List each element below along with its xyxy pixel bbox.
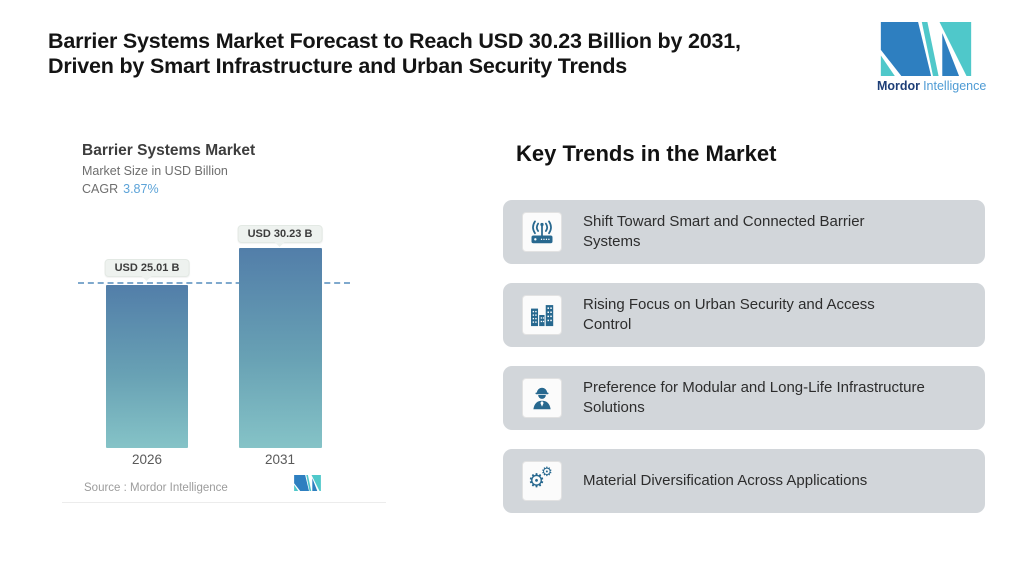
trend-card-text: Preference for Modular and Long-Life Inf… [583,378,925,419]
page-title-line-1: Barrier Systems Market Forecast to Reach… [48,29,741,53]
brand-wordmark: Mordor Intelligence [877,79,986,93]
trend-text-line-2: Systems [583,233,641,250]
cagr-value: 3.87% [123,182,159,196]
chart-cagr: CAGR 3.87% [82,182,159,196]
trend-text-line-1: Shift Toward Smart and Connected Barrier [583,212,865,230]
trend-text-line-1: Preference for Modular and Long-Life Inf… [583,378,925,396]
trend-icon-box [522,378,562,418]
trend-card-modular-infrastructure: Preference for Modular and Long-Life Inf… [503,366,985,430]
trend-card-smart-connected: Shift Toward Smart and Connected Barrier… [503,200,985,264]
page-title: Barrier Systems Market Forecast to Reach… [48,29,741,79]
bar-2026 [106,285,188,448]
brand-name-secondary: Intelligence [923,79,987,93]
gear-large-glyph: ⚙ [528,470,546,492]
trend-text-line-1: Material Diversification Across Applicat… [583,471,868,489]
construction-worker-icon [533,387,551,410]
bar-value-label-2031: USD 30.23 B [237,225,323,243]
x-axis-label-2026: 2026 [131,452,163,467]
chart-title: Barrier Systems Market [82,142,256,159]
trend-icon-box [522,212,562,252]
trend-text-line-2: Control [583,316,632,333]
trend-icon-box: ⚙ ⚙ [522,461,562,501]
source-logo-mark-icon [294,475,321,491]
trend-card-material-diversification: ⚙ ⚙ Material Diversification Across Appl… [503,449,985,513]
brand-name-primary: Mordor [877,79,921,93]
key-trends-heading: Key Trends in the Market [516,141,777,166]
router-signal-icon [531,220,553,244]
bar-value-label-2026: USD 25.01 B [104,259,190,277]
cagr-label: CAGR [82,182,119,196]
baseline-dashed-line [78,282,350,284]
key-trends-list: Shift Toward Smart and Connected Barrier… [503,200,985,513]
bar-2031 [239,248,322,448]
trend-card-text: Rising Focus on Urban Security and Acces… [583,295,875,336]
source-attribution: Source : Mordor Intelligence [84,482,228,494]
trend-text-line-1: Rising Focus on Urban Security and Acces… [583,295,875,313]
buildings-icon [531,305,554,327]
mordor-logo-mark-icon [880,22,972,76]
mordor-intelligence-logo: Mordor Intelligence [877,22,986,93]
trend-icon-box [522,295,562,335]
trend-text-line-2: Solutions [583,399,645,416]
market-size-bar-chart: Barrier Systems Market Market Size in US… [62,138,386,508]
trend-card-text: Shift Toward Smart and Connected Barrier… [583,212,865,253]
trend-card-urban-security: Rising Focus on Urban Security and Acces… [503,283,985,347]
chart-subtitle: Market Size in USD Billion [82,164,228,178]
gears-icon: ⚙ ⚙ [528,465,556,495]
chart-bottom-divider [62,502,386,503]
x-axis-label-2031: 2031 [264,452,296,467]
trend-card-text: Material Diversification Across Applicat… [583,471,867,492]
gear-small-glyph: ⚙ [541,465,553,480]
page-title-line-2: Driven by Smart Infrastructure and Urban… [48,54,628,78]
